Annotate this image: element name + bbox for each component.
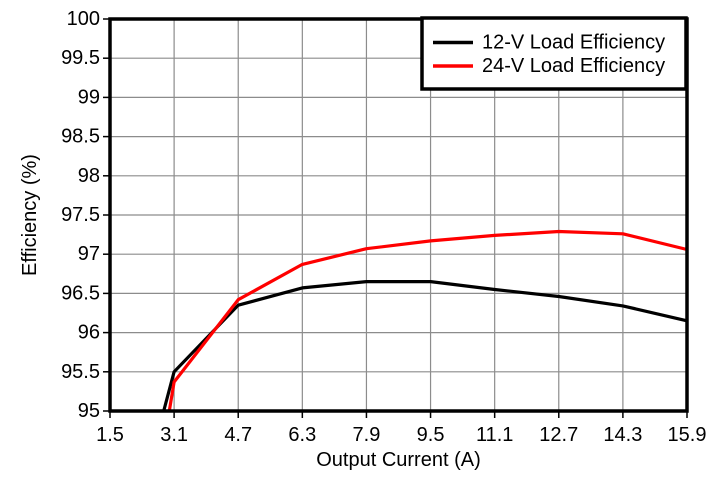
y-tick-label: 96.5	[61, 282, 100, 304]
y-tick-label: 99	[78, 86, 100, 108]
y-tick-label: 96	[78, 322, 100, 344]
y-tick-label: 97	[78, 243, 100, 265]
x-tick-label: 15.9	[668, 424, 707, 446]
y-tick-label: 95.5	[61, 361, 100, 383]
legend-label: 12-V Load Efficiency	[482, 32, 665, 54]
legend-label: 24-V Load Efficiency	[482, 55, 665, 77]
y-tick-label: 97.5	[61, 204, 100, 226]
x-axis-title: Output Current (A)	[316, 449, 481, 471]
x-tick-label: 12.7	[539, 424, 578, 446]
y-tick-label: 99.5	[61, 47, 100, 69]
y-tick-label: 100	[67, 8, 100, 30]
x-tick-label: 6.3	[288, 424, 316, 446]
x-tick-label: 14.3	[603, 424, 642, 446]
y-axis-title: Efficiency (%)	[19, 154, 41, 276]
x-tick-label: 1.5	[96, 424, 124, 446]
y-tick-label: 98	[78, 165, 100, 187]
plot-frame	[108, 17, 689, 413]
x-tick-label: 3.1	[160, 424, 188, 446]
x-tick-label: 4.7	[224, 424, 252, 446]
x-tick-label: 9.5	[417, 424, 445, 446]
x-tick-label: 11.1	[476, 424, 513, 446]
x-tick-label: 7.9	[353, 424, 381, 446]
series-line-24-v-load-efficiency	[167, 229, 688, 412]
legend-box	[420, 16, 688, 91]
y-tick-label: 98.5	[61, 126, 100, 148]
y-tick-label: 95	[78, 400, 100, 422]
